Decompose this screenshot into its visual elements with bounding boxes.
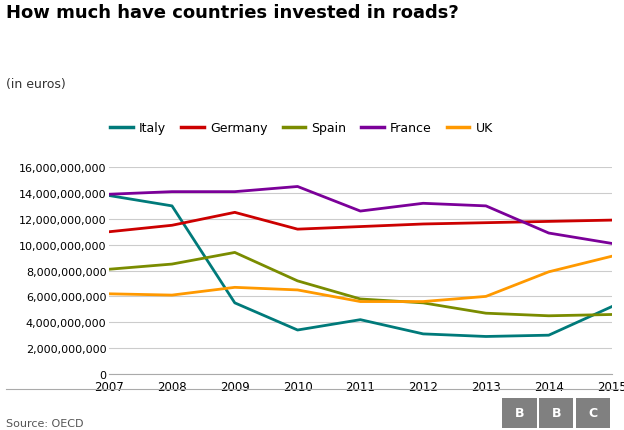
Text: How much have countries invested in roads?: How much have countries invested in road… [6,4,459,22]
Legend: Italy, Germany, Spain, France, UK: Italy, Germany, Spain, France, UK [110,122,493,135]
Text: B: B [515,406,524,419]
Text: C: C [588,406,598,419]
Text: Source: OECD: Source: OECD [6,418,84,428]
Text: B: B [552,406,561,419]
Text: (in euros): (in euros) [6,77,66,90]
